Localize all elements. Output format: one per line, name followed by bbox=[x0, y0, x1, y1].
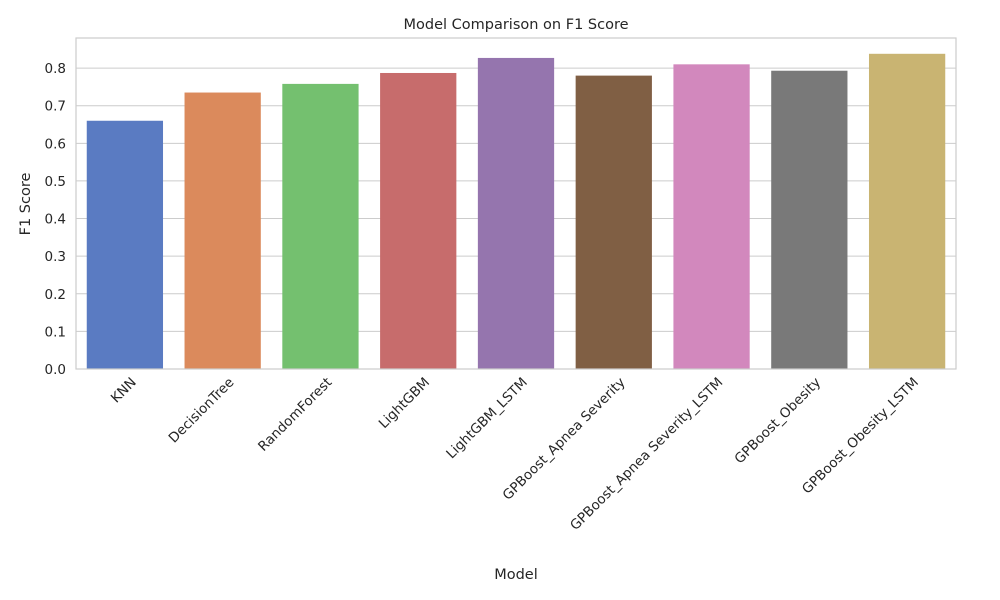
y-tick-label: 0.6 bbox=[45, 136, 66, 152]
bar bbox=[868, 53, 946, 369]
bar bbox=[282, 83, 359, 369]
y-tick-label: 0.8 bbox=[45, 61, 66, 77]
x-tick-label: GPBoost_Obesity bbox=[732, 375, 825, 468]
bars bbox=[86, 53, 946, 370]
y-tick-labels: 0.0 0.1 0.2 0.3 0.4 0.5 0.6 0.7 0.8 bbox=[45, 61, 66, 378]
bar bbox=[477, 57, 555, 369]
y-tick-label: 0.4 bbox=[45, 212, 66, 228]
x-tick-label: LightGBM bbox=[376, 375, 433, 432]
x-tick-label: RandomForest bbox=[255, 375, 335, 455]
bar bbox=[380, 72, 457, 369]
bar bbox=[771, 70, 848, 369]
x-tick-label: KNN bbox=[108, 375, 140, 407]
x-tick-labels: KNN DecisionTree RandomForest LightGBM Light… bbox=[108, 375, 922, 534]
y-tick-label: 0.5 bbox=[45, 174, 66, 190]
y-tick-label: 0.0 bbox=[45, 362, 66, 378]
bar bbox=[184, 92, 261, 370]
x-axis-label: Model bbox=[494, 567, 538, 583]
bar bbox=[86, 120, 164, 369]
x-tick-label: GPBoost_Obesity_LSTM bbox=[799, 375, 922, 498]
x-tick-label: LightGBM_LSTM bbox=[443, 375, 531, 463]
bar bbox=[575, 75, 652, 369]
x-tick-label: DecisionTree bbox=[166, 375, 238, 447]
y-tick-label: 0.1 bbox=[45, 324, 66, 340]
y-tick-label: 0.7 bbox=[45, 99, 66, 115]
y-tick-label: 0.3 bbox=[45, 249, 66, 265]
bar bbox=[673, 64, 750, 370]
y-axis-label: F1 Score bbox=[18, 173, 34, 236]
plot-frame bbox=[75, 37, 957, 370]
chart-title: Model Comparison on F1 Score bbox=[403, 17, 628, 33]
x-tick-label: GPBoost_Apnea Severity_LSTM bbox=[567, 375, 726, 534]
y-tick-label: 0.2 bbox=[45, 287, 66, 303]
